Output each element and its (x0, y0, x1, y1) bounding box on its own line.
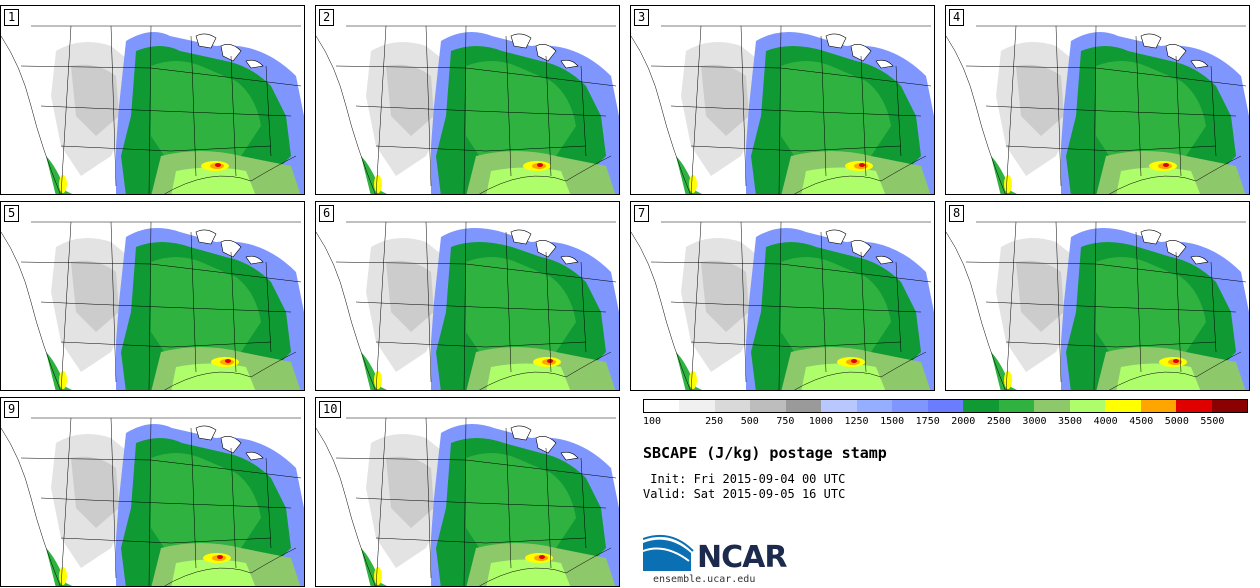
colorbar-tick-label: 250 (705, 416, 724, 427)
colorbar-swatch (644, 400, 680, 412)
colorbar-tick-label: 5500 (1200, 416, 1225, 427)
colorbar-tick-label: 1250 (844, 416, 869, 427)
ensemble-member-panel: 8 (945, 201, 1250, 391)
colorbar-swatch (821, 400, 857, 412)
colorbar-tick-label: 5000 (1164, 416, 1189, 427)
colorbar-swatch (714, 400, 751, 412)
ensemble-member-panel: 10 (315, 397, 620, 587)
colorbar-swatch (1211, 400, 1247, 412)
colorbar-swatch (892, 400, 928, 412)
colorbar-ticks: 100 250 500 750 1000 1250 1500 1750 2000 2500 3000… (643, 413, 1248, 427)
cape-map (1, 398, 304, 586)
member-number: 6 (319, 205, 335, 222)
colorbar-swatch (927, 400, 964, 412)
colorbar-tick-label: 750 (776, 416, 795, 427)
colorbar-tick-label: 1750 (915, 416, 940, 427)
colorbar-swatch (1105, 400, 1141, 412)
colorbar-swatch (679, 400, 715, 412)
colorbar-swatch (1069, 400, 1106, 412)
member-number: 2 (319, 9, 335, 26)
ncar-logo-icon (643, 535, 694, 571)
site-url: ensemble.ucar.edu (653, 574, 756, 585)
member-number: 7 (634, 205, 650, 222)
colorbar-swatch (1176, 400, 1212, 412)
colorbar-tick-label: 2500 (986, 416, 1011, 427)
member-number: 10 (319, 401, 342, 418)
colorbar-swatch (856, 400, 893, 412)
colorbar-tick-label: 1500 (880, 416, 905, 427)
logo-text: NCAR (697, 540, 787, 575)
valid-time: Valid: Sat 2015-09-05 16 UTC (643, 487, 846, 501)
cape-map (631, 6, 934, 194)
colorbar-tick-label: 4000 (1093, 416, 1118, 427)
member-number: 5 (4, 205, 20, 222)
colorbar-swatch (785, 400, 822, 412)
colorbar-tick-label: 500 (740, 416, 759, 427)
colorbar-tick-label: 3500 (1058, 416, 1083, 427)
figure-title: SBCAPE (J/kg) postage stamp (643, 444, 887, 462)
colorbar-tick-label: 2000 (951, 416, 976, 427)
colorbar-swatch (1034, 400, 1070, 412)
colorbar-swatch (750, 400, 786, 412)
cape-map (1, 202, 304, 390)
colorbar-tick-label: 100 (643, 416, 662, 427)
colorbar-swatch (963, 400, 999, 412)
colorbar-tick-label: 4500 (1129, 416, 1154, 427)
ensemble-member-panel: 1 (0, 5, 305, 195)
colorbar-legend: 100 250 500 750 1000 1250 1500 1750 2000 2500 3000… (643, 399, 1248, 427)
ensemble-member-panel: 3 (630, 5, 935, 195)
cape-map (631, 202, 934, 390)
colorbar (643, 399, 1248, 413)
member-number: 4 (949, 9, 965, 26)
member-number: 1 (4, 9, 20, 26)
ensemble-member-panel: 4 (945, 5, 1250, 195)
colorbar-tick-label: 1000 (808, 416, 833, 427)
cape-map (946, 6, 1249, 194)
cape-map (316, 398, 619, 586)
member-number: 3 (634, 9, 650, 26)
colorbar-tick-label: 3000 (1022, 416, 1047, 427)
member-number: 8 (949, 205, 965, 222)
colorbar-swatch (998, 400, 1035, 412)
cape-map (1, 6, 304, 194)
ensemble-member-panel: 5 (0, 201, 305, 391)
init-time: Init: Fri 2015-09-04 00 UTC (643, 472, 846, 486)
cape-map (316, 6, 619, 194)
cape-map (946, 202, 1249, 390)
ensemble-member-panel: 6 (315, 201, 620, 391)
ensemble-member-panel: 7 (630, 201, 935, 391)
colorbar-swatch (1140, 400, 1177, 412)
cape-map (316, 202, 619, 390)
ensemble-member-panel: 9 (0, 397, 305, 587)
member-number: 9 (4, 401, 20, 418)
ensemble-member-panel: 2 (315, 5, 620, 195)
